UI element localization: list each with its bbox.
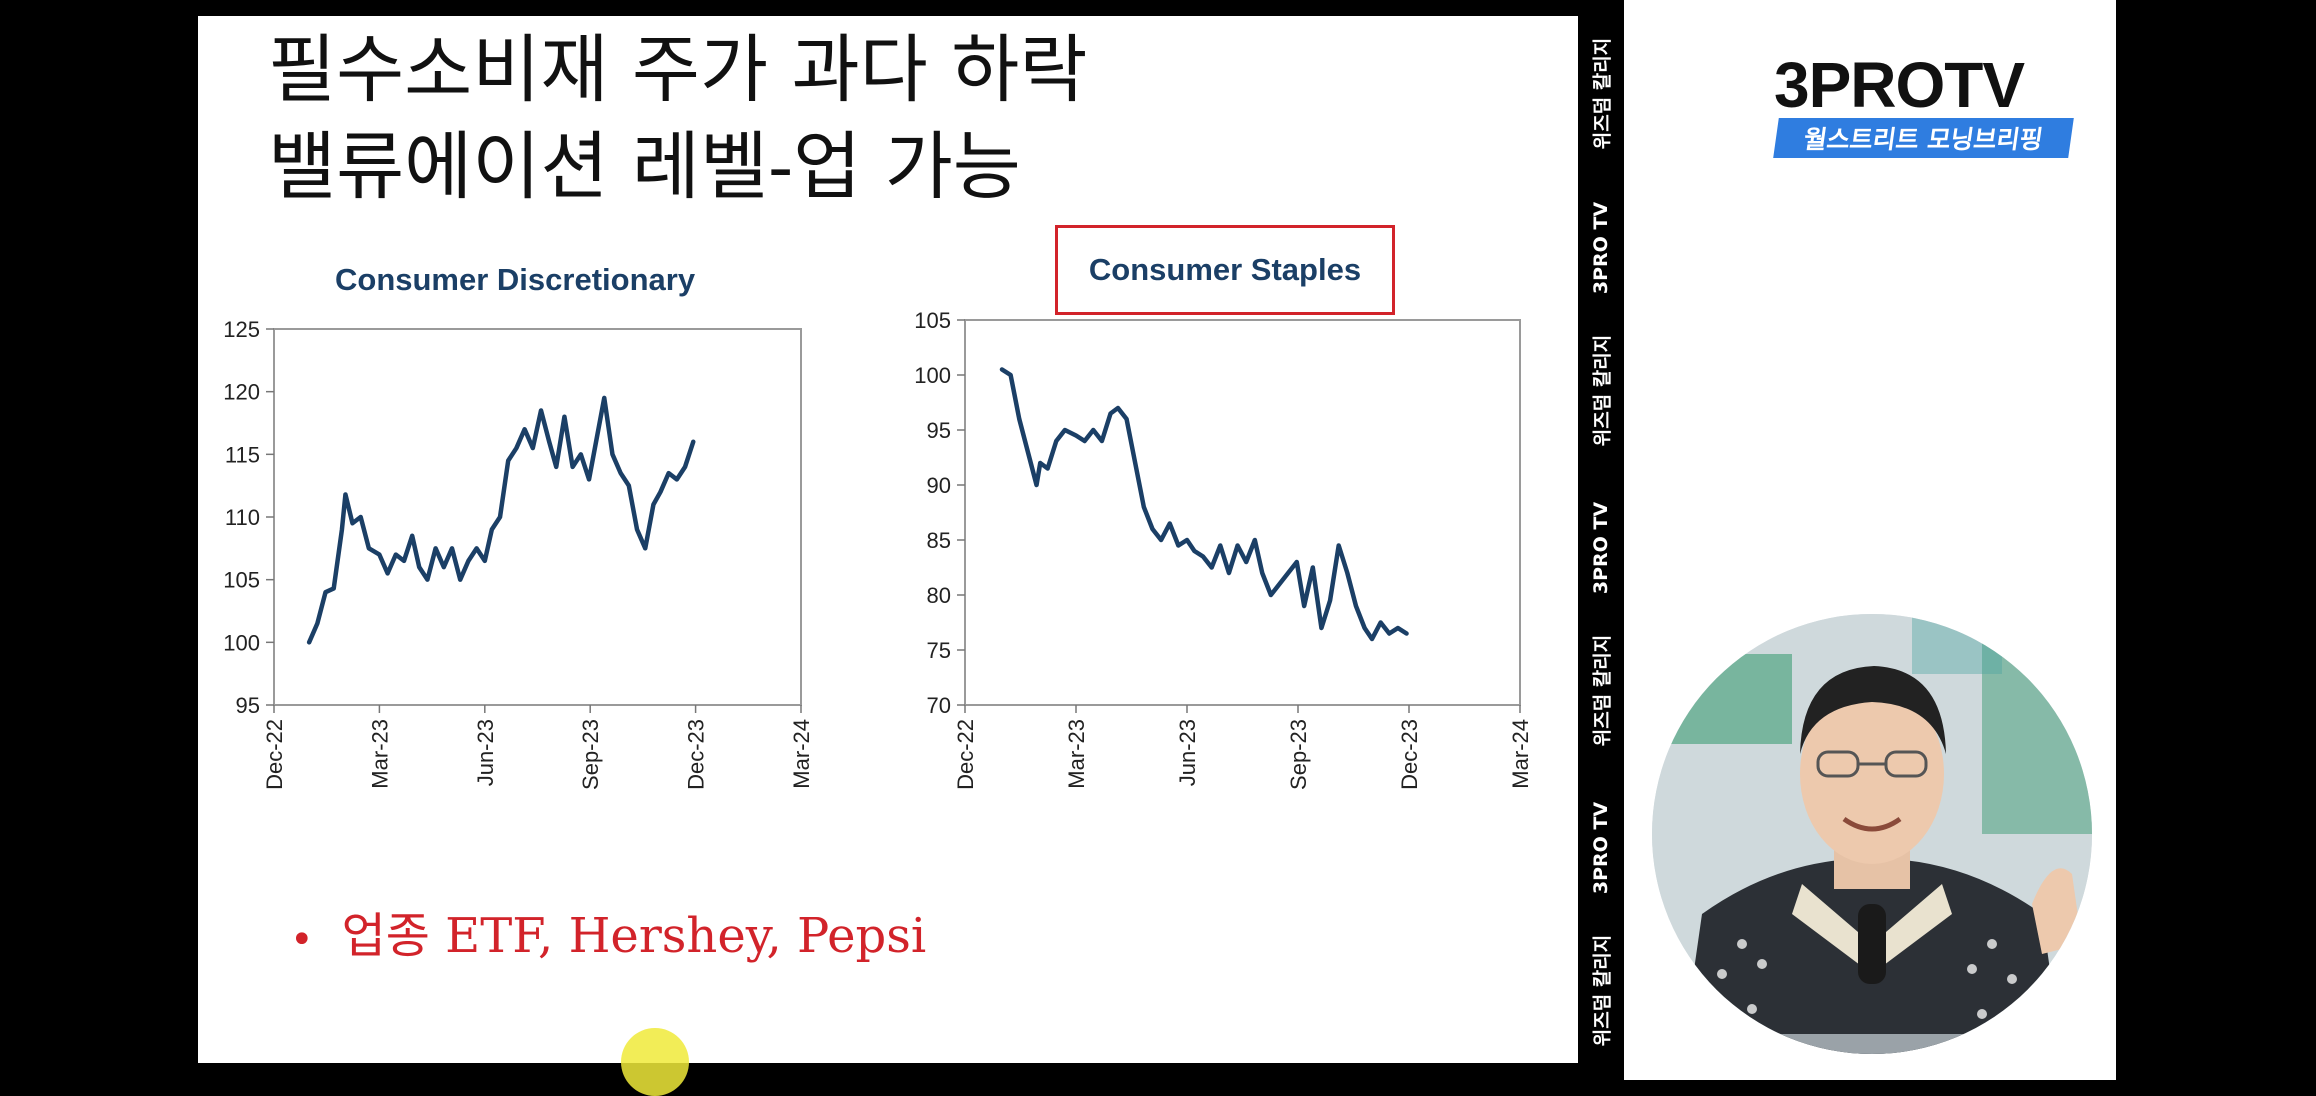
ticker-item: 3PRO TV: [1578, 180, 1624, 315]
bullet-text: 업종 ETF, Hershey, Pepsi: [341, 908, 927, 964]
ticker-item: 위즈덤 칼리지: [1578, 915, 1624, 1065]
consumer-discretionary-series-line: [306, 395, 696, 645]
consumer-discretionary-x-tick-label: Mar-23: [367, 719, 392, 789]
consumer-discretionary-y-tick-label: 125: [223, 317, 260, 342]
consumer-discretionary-x-tick-label: Dec-22: [262, 719, 287, 790]
consumer-staples-y-tick-label: 75: [927, 638, 951, 663]
host-video-circle: [1652, 614, 2092, 1054]
ticker-item-label: 위즈덤 칼리지: [1591, 334, 1614, 446]
pointer-highlight: [621, 1028, 689, 1096]
consumer-staples-y-tick-label: 100: [914, 363, 951, 388]
ticker-item: 위즈덤 칼리지: [1578, 315, 1624, 465]
ticker-item-label: 위즈덤 칼리지: [1591, 934, 1614, 1046]
consumer-staples-y-tick-label: 95: [927, 418, 951, 443]
consumer-staples-y-tick-label: 90: [927, 473, 951, 498]
consumer-discretionary-y-tick-label: 120: [223, 380, 260, 405]
consumer-discretionary-y-tick-label: 105: [223, 568, 260, 593]
ticker-item-label: 위즈덤 칼리지: [1591, 37, 1614, 149]
consumer-discretionary-x-tick-label: Mar-24: [789, 719, 814, 789]
ticker-item: 3PRO TV: [1578, 480, 1624, 615]
chart-consumer-discretionary: 95 100 105 110 115 120 125 Dec-22 Mar-23 Jun-23 Se…: [223, 317, 814, 790]
slide: 필수소비재 주가 과다 하락 밸류에이션 레벨-업 가능 Consumer Di…: [198, 16, 1578, 1096]
consumer-staples-y-tick-label: 105: [914, 308, 951, 333]
consumer-staples-plot-frame: [964, 319, 1521, 706]
bullet-item: • 업종 ETF, Hershey, Pepsi: [290, 896, 926, 966]
consumer-staples-x-tick-label: Dec-22: [953, 719, 978, 790]
consumer-staples-y-tick-label: 85: [927, 528, 951, 553]
bullet-marker: •: [290, 916, 314, 963]
chart-title-consumer-staples: Consumer Staples: [1055, 225, 1395, 315]
ticker-item: 위즈덤 칼리지: [1578, 615, 1624, 765]
ticker-item-label: 위즈덤 칼리지: [1591, 634, 1614, 746]
consumer-discretionary-y-tick-label: 100: [223, 630, 260, 655]
consumer-staples-x-tick-label: Jun-23: [1175, 719, 1200, 786]
ticker-item: 위즈덤 칼리지: [1578, 18, 1624, 168]
host-portrait-icon: [1652, 614, 2092, 1054]
consumer-staples-series-line: [999, 367, 1409, 642]
consumer-staples-x-tick-label: Sep-23: [1286, 719, 1311, 790]
program-subtitle: 월스트리트 모닝브리핑: [1773, 118, 2074, 158]
consumer-discretionary-y-tick-label: 110: [225, 505, 260, 530]
broadcast-panel: 3PROTV 월스트리트 모닝브리핑: [1624, 0, 2116, 1080]
vertical-ticker: 위즈덤 칼리지 3PRO TV 위즈덤 칼리지 3PRO TV 위즈덤 칼리지 3PRO …: [1578, 0, 1624, 1080]
consumer-discretionary-y-tick-label: 115: [225, 442, 260, 467]
consumer-staples-x-tick-label: Mar-23: [1064, 719, 1089, 789]
ticker-item-label: 3PRO TV: [1590, 801, 1612, 894]
chart-title-consumer-discretionary: Consumer Discretionary: [335, 262, 696, 297]
ticker-item-label: 3PRO TV: [1590, 501, 1612, 594]
chart-consumer-staples: 70 75 80 85 90 95 100 105 Dec-22 Mar-23 Jun-23 Sep-…: [914, 308, 1533, 790]
consumer-discretionary-x-tick-label: Sep-23: [578, 719, 603, 790]
consumer-staples-x-tick-label: Mar-24: [1508, 719, 1533, 789]
ticker-item: 3PRO TV: [1578, 780, 1624, 915]
consumer-discretionary-x-tick-label: Dec-23: [684, 719, 709, 790]
consumer-staples-y-tick-label: 80: [927, 583, 951, 608]
consumer-discretionary-y-tick-label: 95: [236, 693, 260, 718]
slide-title: 필수소비재 주가 과다 하락 밸류에이션 레벨-업 가능: [268, 27, 1088, 210]
consumer-staples-y-tick-label: 70: [927, 693, 951, 718]
ticker-item-label: 3PRO TV: [1590, 201, 1612, 294]
right-letterbox: [2116, 0, 2316, 1080]
channel-logo: 3PROTV: [1774, 49, 2025, 121]
consumer-discretionary-x-tick-label: Jun-23: [473, 719, 498, 786]
consumer-staples-x-tick-label: Dec-23: [1397, 719, 1422, 790]
chart-title-consumer-staples-label: Consumer Staples: [1088, 252, 1362, 287]
